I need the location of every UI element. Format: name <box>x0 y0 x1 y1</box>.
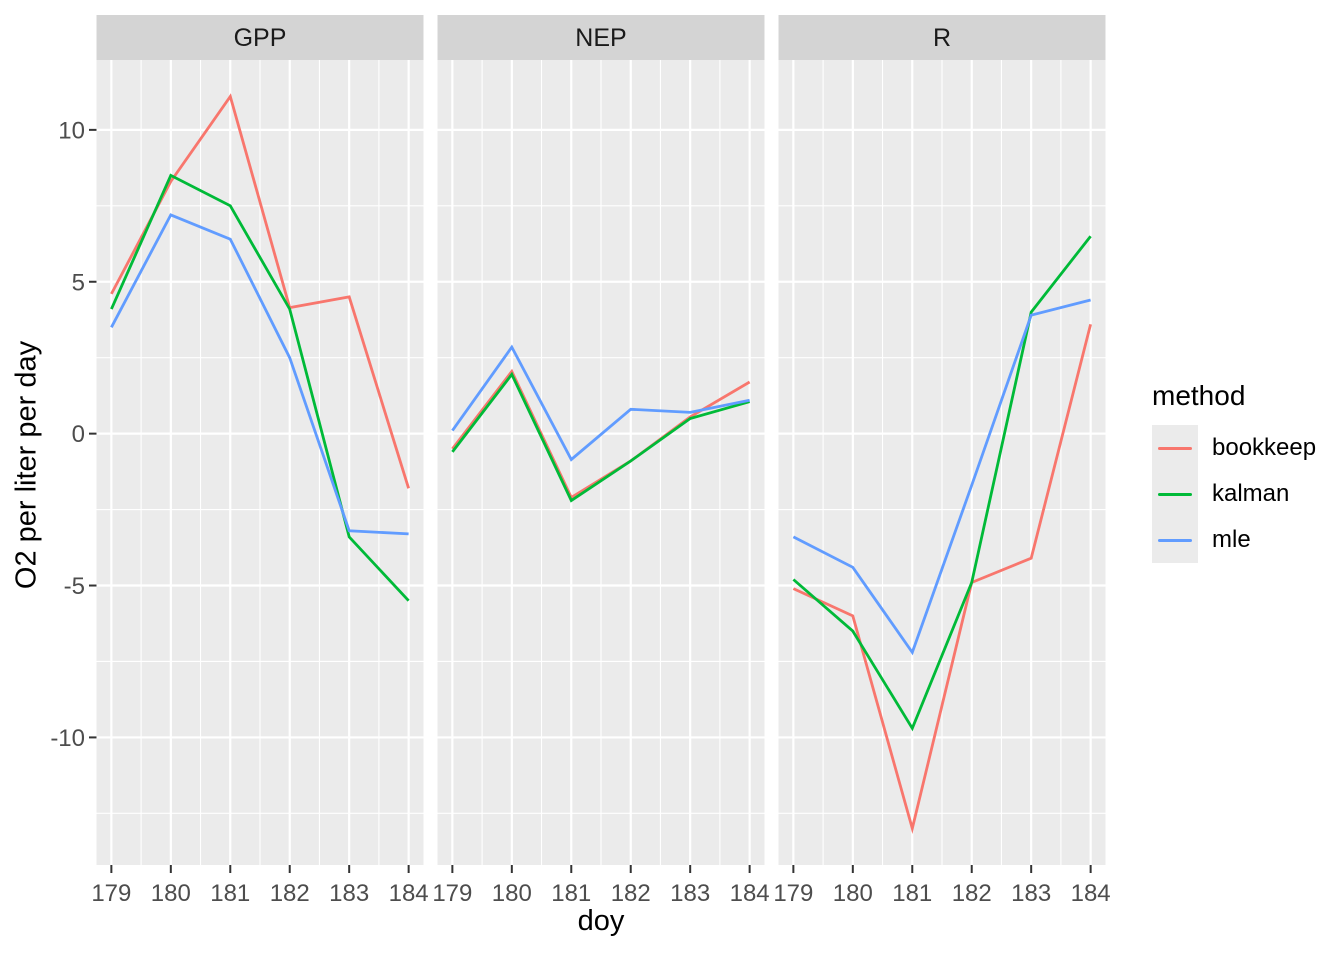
x-tick-label: 183 <box>670 880 710 907</box>
mle-line-icon <box>1158 538 1192 542</box>
series-line-bookkeep <box>792 323 1092 835</box>
y-tick-label: 10 <box>58 117 85 144</box>
x-tick-label: 184 <box>730 880 770 907</box>
series-line-kalman <box>451 371 750 503</box>
facet-strip <box>96 15 424 60</box>
x-tick-label: 180 <box>151 880 191 907</box>
y-tick-label: -10 <box>50 725 85 752</box>
y-tick-label: -5 <box>64 573 85 600</box>
legend-key-swatch <box>1152 471 1198 517</box>
x-tick-label: 181 <box>892 880 932 907</box>
facet-strip-label: NEP <box>575 24 626 52</box>
legend-title: method <box>1152 380 1246 411</box>
kalman-line-icon <box>1158 492 1192 496</box>
series-line-mle <box>110 213 409 536</box>
facet-strip <box>778 15 1106 60</box>
legend-label: kalman <box>1212 480 1290 507</box>
facet-panel-GPP: GPP 179 180 181 182 183 184 <box>91 15 429 907</box>
x-tick-label: 180 <box>833 880 873 907</box>
series-line-mle <box>792 298 1091 656</box>
bookkeep-line-icon <box>1158 446 1192 450</box>
legend-item-bookkeep: bookkeep <box>1152 425 1316 471</box>
series-line-mle <box>451 344 750 462</box>
x-tick-label: 179 <box>773 880 813 907</box>
legend-label: bookkeep <box>1212 434 1317 461</box>
x-tick-label: 182 <box>270 880 310 907</box>
y-axis-title: O2 per liter per day <box>10 340 43 590</box>
x-tick-label: 180 <box>492 880 532 907</box>
x-tick-label: 182 <box>611 880 651 907</box>
series-line-kalman <box>792 235 1092 732</box>
x-tick-label: 179 <box>432 880 472 907</box>
legend-item-mle: mle <box>1152 517 1316 563</box>
facet-strip-label: R <box>933 24 951 52</box>
facet-panel-NEP: NEP 179 180 181 182 183 184 <box>432 15 770 907</box>
x-tick-label: 181 <box>551 880 591 907</box>
x-tick-label: 181 <box>210 880 250 907</box>
y-tick-label: 0 <box>72 421 85 448</box>
legend-item-kalman: kalman <box>1152 471 1316 517</box>
x-tick-label: 183 <box>329 880 369 907</box>
x-tick-label: 184 <box>1071 880 1111 907</box>
series-line-kalman <box>110 173 410 602</box>
x-tick-label: 179 <box>91 880 131 907</box>
facet-panel-R: R 179 180 181 182 183 184 <box>773 15 1111 907</box>
x-tick-label: 184 <box>389 880 429 907</box>
legend-label: mle <box>1212 526 1251 553</box>
legend-key-swatch <box>1152 517 1198 563</box>
y-tick-label: 5 <box>72 269 85 296</box>
x-axis-title: doy <box>577 905 625 937</box>
x-tick-label: 183 <box>1011 880 1051 907</box>
legend-key-swatch <box>1152 425 1198 471</box>
x-tick-label: 182 <box>952 880 992 907</box>
facet-strip <box>437 15 765 60</box>
facet-strip-label: GPP <box>234 24 287 52</box>
legend: method bookkeep kalman mle <box>1152 380 1316 563</box>
